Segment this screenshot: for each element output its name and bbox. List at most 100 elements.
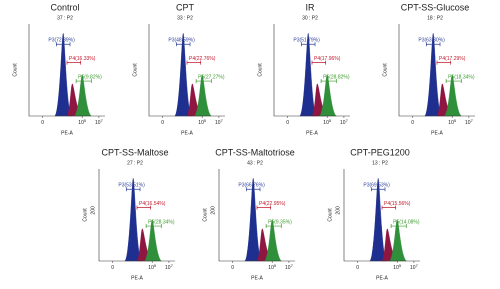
x-axis-label: PE-A [181,130,193,136]
panel-title: CPT-SS-Maltotriose [215,147,295,157]
gate-bracket [75,79,92,84]
panel-subtitle: 13 : P2 [372,160,388,166]
x-tick-label: 0 [41,120,44,126]
y-axis-label: Count [82,208,88,222]
axes [343,169,420,262]
x-tick-label: 0 [111,265,114,271]
histogram-panel: CPT-SS-Glucose 18 : P2 Count P3(63.30%) P4(1… [382,2,475,136]
tick-base: 0 [41,120,44,126]
x-axis-label: PE-A [306,130,318,136]
tick-exponent: 7 [416,263,419,268]
x-tick-label: 105 [78,118,87,126]
gate-label: P5(18.34%) [448,74,475,80]
gate-bracket [436,60,452,65]
x-tick-label: 105 [148,263,157,271]
tick-base: 10 [95,120,101,126]
x-tick-label: 0 [356,265,359,271]
y-tick-label: 200 [335,206,341,215]
histogram-peak [244,178,262,262]
y-axis-label: Count [257,63,263,77]
tick-base: 0 [411,120,414,126]
histogram-peak [319,74,337,117]
gate-label: P4(17.29%) [439,56,466,62]
tick-base: 10 [148,265,154,271]
gate-bracket [126,187,141,192]
tick-base: 0 [286,120,289,126]
gate-bracket [56,42,71,47]
axes [398,24,475,117]
x-tick-label: 0 [411,120,414,126]
tick-base: 0 [161,120,164,126]
tick-base: 10 [215,120,221,126]
gate-label: P4(22.95%) [259,201,286,207]
x-axis-label: PE-A [61,130,73,136]
axes [148,24,225,117]
y-axis-label: Count [327,208,333,222]
gate-bracket [66,60,82,65]
panel-subtitle: 37 : P2 [57,15,73,21]
gate-label: P3(63.30%) [418,38,445,44]
tick-base: 0 [111,265,114,271]
panel-title: IR [306,2,316,12]
x-axis-label: PE-A [431,130,443,136]
panel-subtitle: 30 : P2 [302,15,318,21]
y-tick-label: 200 [90,206,96,215]
gate-label: P4(16.33%) [69,56,96,62]
tick-exponent: 5 [204,118,207,123]
panel-title: CPT [176,2,195,12]
y-axis-label: Count [202,208,208,222]
tick-base: 10 [285,265,291,271]
histogram-peak [444,74,462,117]
x-axis-label: PE-A [131,275,143,281]
gate-label: P5(9.35%) [268,219,292,225]
gate-bracket [256,205,272,210]
tick-base: 10 [198,120,204,126]
axes [273,24,350,117]
gate-bracket [390,224,407,229]
histogram-peak [54,33,72,117]
gate-label: P4(16.54%) [139,201,166,207]
tick-base: 10 [268,265,274,271]
gate-label: P4(22.76%) [189,56,216,62]
x-tick-label: 0 [286,120,289,126]
panel-subtitle: 43 : P2 [247,160,263,166]
gate-label: P5(28.82%) [323,74,350,80]
gate-bracket [311,60,327,65]
gate-label: P5(14.08%) [393,219,420,225]
histogram-panel: IR 30 : P2 Count P3(51.79%) P4(17.96%) P5(28.… [257,2,350,136]
x-axis-label: PE-A [376,275,388,281]
x-tick-label: 107 [95,118,104,126]
gate-bracket [320,79,337,84]
gate-bracket [445,79,462,84]
axes [28,24,105,117]
tick-exponent: 7 [471,118,474,123]
gate-label: P3(48.59%) [168,38,195,44]
gate-bracket [145,224,162,229]
tick-base: 10 [165,265,171,271]
tick-exponent: 7 [346,118,349,123]
tick-exponent: 7 [101,118,104,123]
gate-label: P3(69.53%) [363,183,390,189]
histogram-peak [194,74,212,117]
tick-exponent: 5 [84,118,87,123]
histogram-panel: CPT-SS-Maltotriose 43 : P2 Count 200 P3(66.7… [202,147,295,281]
panel-title: CPT-SS-Glucose [401,2,470,12]
y-axis-label: Count [382,63,388,77]
tick-exponent: 5 [454,118,457,123]
histogram-panel: CPT-SS-Maltose 27 : P2 Count 200 P3(53.51%) P… [82,147,175,281]
histogram-peak [264,219,282,262]
x-tick-label: 107 [165,263,174,271]
panel-title: CPT-SS-Maltose [101,147,168,157]
tick-base: 0 [231,265,234,271]
gate-bracket [176,42,191,47]
gate-label: P5(27.27%) [198,74,225,80]
x-tick-label: 107 [340,118,349,126]
histogram-peak [74,74,92,117]
x-tick-label: 0 [161,120,164,126]
tick-base: 10 [393,265,399,271]
x-tick-label: 105 [323,118,332,126]
axes [218,169,295,262]
histogram-peak [124,178,142,262]
gate-label: P4(15.56%) [384,201,411,207]
panel-subtitle: 18 : P2 [427,15,443,21]
